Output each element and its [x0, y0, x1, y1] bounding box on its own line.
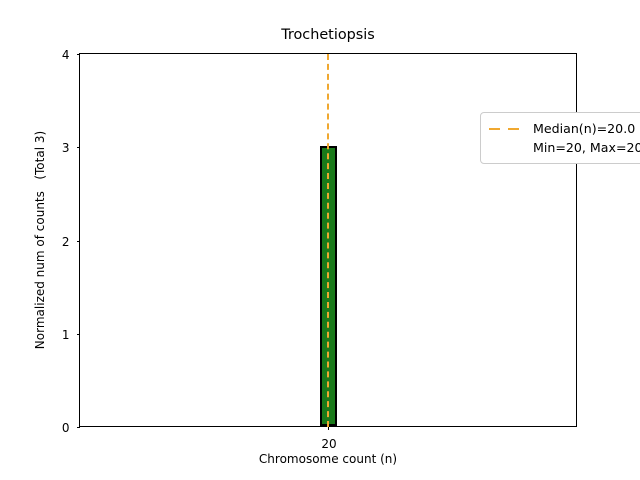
- x-axis-label: Chromosome count (n): [258, 452, 398, 466]
- legend-entry-median: Median(n)=20.0: [488, 119, 640, 138]
- ytick-mark-2: 2: [62, 236, 80, 248]
- ytick-mark-1: 1: [62, 329, 80, 341]
- xtick-label-20: 20: [321, 436, 337, 451]
- legend-label-median: Median(n)=20.0: [533, 121, 636, 136]
- chart-title: Trochetiopsis: [281, 27, 375, 43]
- legend-label-minmax: Min=20, Max=20: [533, 140, 640, 155]
- ytick-label-4: 4: [61, 48, 70, 62]
- ytick-label-0: 0: [61, 421, 70, 435]
- y-axis-label: Normalized num of counts (Total 3): [33, 130, 47, 350]
- dashed-line-icon: [488, 123, 524, 135]
- ytick-mark-3: 3: [62, 142, 80, 154]
- legend[interactable]: Median(n)=20.0 Min=20, Max=20: [480, 112, 640, 164]
- ytick-label-2: 2: [61, 234, 70, 249]
- plot-area: 0 1 2 3 4 20 Median(n)=20.0: [62, 49, 640, 450]
- xtick-mark-20: 20: [321, 426, 337, 450]
- ytick-label-1: 1: [61, 327, 70, 342]
- median-line: [327, 54, 329, 427]
- ytick-label-3: 3: [61, 141, 70, 156]
- legend-entry-minmax: Min=20, Max=20: [488, 138, 640, 157]
- ytick-mark-4: 4: [62, 49, 80, 61]
- ytick-mark-0: 0: [62, 422, 80, 434]
